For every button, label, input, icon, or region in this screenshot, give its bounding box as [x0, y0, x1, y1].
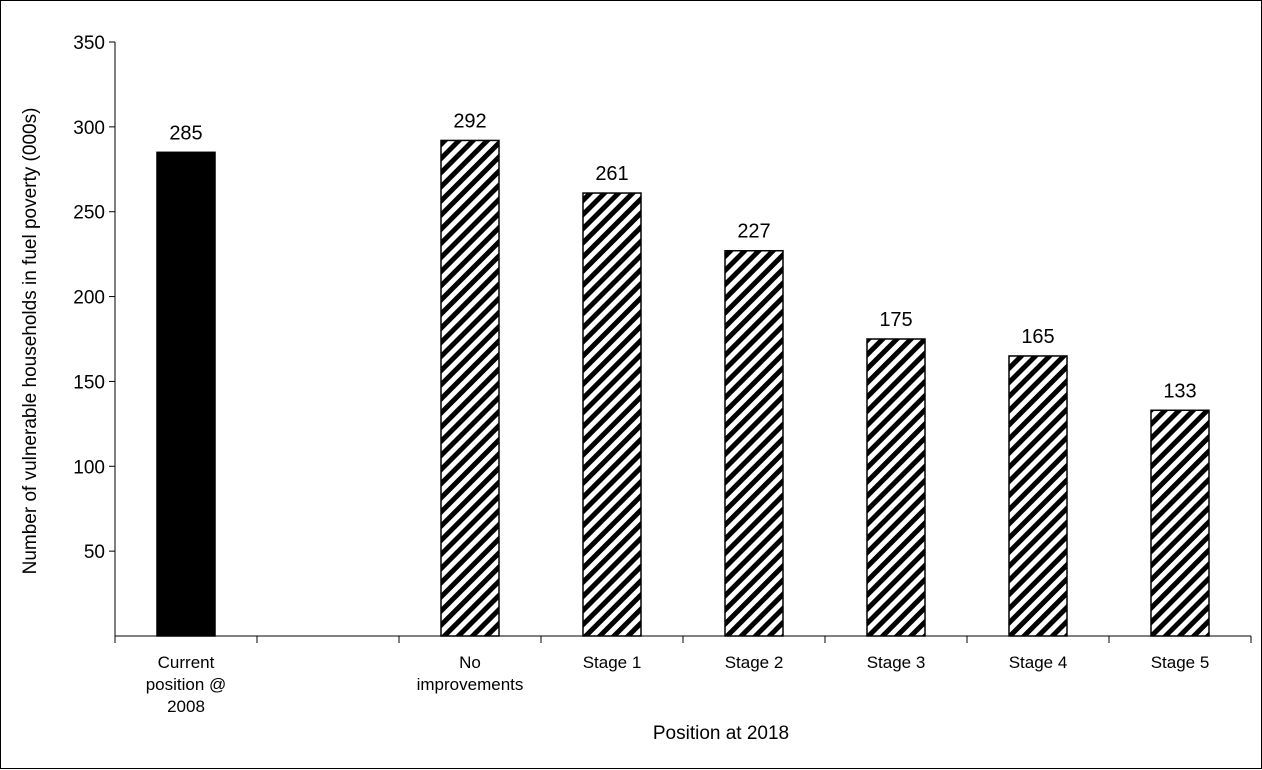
bar-6 [1008, 355, 1068, 637]
bar-1 [156, 151, 216, 637]
bar-7 [1150, 409, 1210, 637]
data-label-1: 285 [169, 122, 202, 144]
category-label-2: No improvements [417, 653, 524, 694]
bars [156, 139, 1210, 637]
data-label-4: 227 [737, 221, 770, 243]
data-label-6: 165 [1021, 326, 1054, 348]
y-tick-label-150: 150 [73, 372, 105, 393]
bar-5 [866, 338, 926, 637]
bar-2 [440, 139, 500, 637]
y-tick-label-100: 100 [73, 457, 105, 478]
y-tick-label-50: 50 [84, 542, 105, 563]
data-label-5: 175 [879, 309, 912, 331]
axes [109, 41, 1252, 643]
y-tick-label-200: 200 [73, 288, 105, 309]
y-tick-label-300: 300 [73, 118, 105, 139]
category-label-6: Stage 4 [1009, 653, 1068, 672]
category-label-1: Current position @2008 [146, 653, 227, 716]
bar-3 [582, 192, 642, 637]
x-axis-title: Position at 2018 [653, 723, 789, 744]
y-axis-title: Number of vulnerable households in fuel … [20, 108, 41, 575]
category-label-4: Stage 2 [725, 653, 784, 672]
data-label-7: 133 [1163, 380, 1196, 402]
y-tick-label-350: 350 [73, 33, 105, 54]
data-label-3: 261 [595, 163, 628, 185]
category-label-7: Stage 5 [1151, 653, 1210, 672]
category-label-5: Stage 3 [867, 653, 926, 672]
bar-4 [724, 249, 784, 637]
data-label-2: 292 [453, 110, 486, 132]
category-label-3: Stage 1 [583, 653, 642, 672]
y-tick-label-250: 250 [73, 203, 105, 224]
labels: 285 292 261 227 175 165 133 50 100 150 200 250 300 35… [73, 33, 1209, 716]
